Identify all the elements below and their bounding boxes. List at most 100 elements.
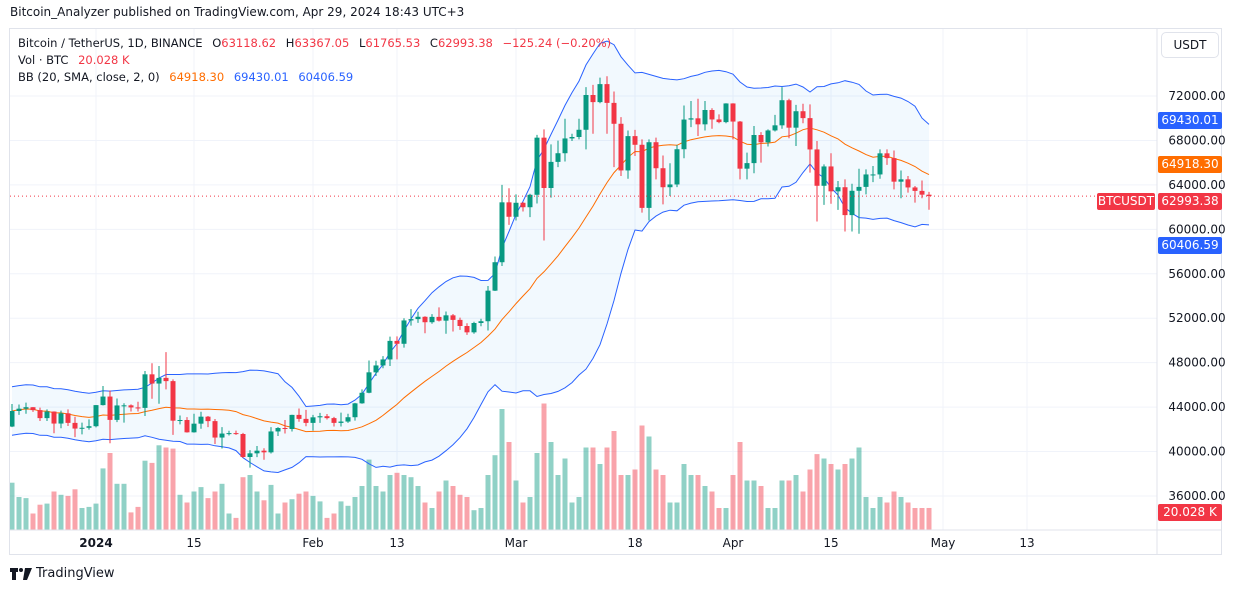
currency-button[interactable]: USDT bbox=[1161, 32, 1219, 58]
candle-body bbox=[387, 340, 393, 360]
volume-bar bbox=[527, 497, 533, 530]
volume-bar bbox=[345, 505, 351, 530]
volume-bar bbox=[37, 504, 43, 530]
candle-body bbox=[835, 187, 841, 192]
volume-bar bbox=[653, 469, 659, 530]
volume-bar bbox=[51, 491, 57, 530]
volume-bar bbox=[737, 442, 743, 530]
volume-bar bbox=[331, 513, 337, 530]
volume-bar bbox=[674, 502, 680, 530]
volume-bar bbox=[926, 507, 932, 530]
candle-body bbox=[177, 420, 183, 421]
bb-band-fill bbox=[12, 41, 929, 473]
candle-body bbox=[128, 405, 134, 408]
time-tick-label: Apr bbox=[723, 536, 744, 550]
time-tick-label: May bbox=[931, 536, 956, 550]
volume-bar bbox=[541, 403, 547, 530]
volume-bar bbox=[870, 508, 876, 530]
candle-body bbox=[121, 405, 127, 407]
volume-bar bbox=[597, 464, 603, 530]
volume-bar bbox=[450, 486, 456, 530]
bb-basis-price-label: 64918.30 bbox=[1158, 156, 1222, 173]
candle-body bbox=[37, 410, 43, 419]
candle-body bbox=[639, 144, 645, 208]
candle-body bbox=[807, 118, 813, 150]
volume-bar bbox=[149, 462, 155, 530]
volume-bar bbox=[492, 455, 498, 530]
candle-body bbox=[702, 110, 708, 125]
volume-bar bbox=[324, 517, 330, 530]
volume-bar bbox=[835, 469, 841, 530]
candle-body bbox=[401, 320, 407, 344]
candle-body bbox=[583, 95, 589, 130]
legend-bb-row: BB (20, SMA, close, 2, 0) 64918.30 69430… bbox=[18, 70, 359, 84]
candle-body bbox=[506, 202, 512, 217]
candle-body bbox=[65, 413, 71, 423]
candle-body bbox=[142, 374, 148, 408]
volume-bar bbox=[212, 491, 218, 530]
candle-body bbox=[310, 417, 316, 423]
candle-body bbox=[604, 84, 610, 103]
volume-value: 20.028 K bbox=[78, 53, 130, 67]
volume-bar bbox=[282, 502, 288, 530]
volume-bar bbox=[184, 502, 190, 530]
bb-basis-line bbox=[11, 127, 930, 433]
candle-body bbox=[569, 137, 575, 139]
volume-bar bbox=[135, 506, 141, 530]
candle-body bbox=[905, 179, 911, 188]
bb-lower-price-label: 60406.59 bbox=[1158, 237, 1222, 254]
candle-body bbox=[926, 194, 932, 197]
price-axis[interactable]: 72000.00 68000.00 64000.00 60000.00 56000.00… bbox=[1168, 89, 1225, 503]
time-tick-label: 15 bbox=[186, 536, 201, 550]
candle-body bbox=[219, 433, 225, 438]
time-tick-label: 13 bbox=[389, 536, 404, 550]
plot-pane bbox=[10, 40, 1157, 530]
candle-body bbox=[366, 372, 372, 393]
volume-bar bbox=[884, 502, 890, 530]
candle-body bbox=[86, 426, 92, 428]
candle-body bbox=[765, 130, 771, 143]
candle-body bbox=[429, 316, 435, 323]
volume-bar bbox=[758, 486, 764, 530]
time-tick-label: Mar bbox=[505, 536, 528, 550]
candle-body bbox=[492, 262, 498, 291]
volume-label[interactable]: Vol · BTC bbox=[18, 53, 69, 67]
candle-body bbox=[772, 125, 778, 131]
time-axis[interactable]: 2024 15 Feb 13 Mar 18 Apr 15 May 13 bbox=[79, 536, 1034, 550]
symbol-name[interactable]: Bitcoin / TetherUS, 1D, BINANCE bbox=[18, 36, 203, 50]
candle-body bbox=[884, 153, 890, 159]
candle-body bbox=[100, 396, 106, 406]
volume-bar bbox=[821, 458, 827, 530]
volume-bar bbox=[793, 475, 799, 530]
bb-label[interactable]: BB (20, SMA, close, 2, 0) bbox=[18, 70, 160, 84]
tradingview-logo[interactable]: TradingView bbox=[10, 566, 115, 581]
volume-bar bbox=[632, 469, 638, 530]
volume-bar bbox=[198, 487, 204, 530]
volume-bar bbox=[233, 517, 239, 530]
volume-bar bbox=[520, 502, 526, 530]
price-tick-label: 72000.00 bbox=[1168, 89, 1225, 103]
candle-body bbox=[184, 420, 190, 433]
candle-body bbox=[751, 135, 757, 164]
candle-body bbox=[394, 340, 400, 344]
candle-body bbox=[912, 187, 918, 191]
volume-bar bbox=[205, 498, 211, 530]
volume-bar bbox=[681, 464, 687, 530]
volume-bar bbox=[604, 447, 610, 530]
candle-body bbox=[688, 118, 694, 120]
price-tick-label: 44000.00 bbox=[1168, 400, 1225, 414]
candle-body bbox=[198, 416, 204, 424]
price-tick-label: 64000.00 bbox=[1168, 178, 1225, 192]
candle-body bbox=[240, 434, 246, 457]
volume-bar bbox=[513, 480, 519, 530]
volume-bar bbox=[23, 498, 29, 530]
candle-body bbox=[471, 323, 477, 333]
volume-bar bbox=[107, 453, 113, 530]
candle-body bbox=[107, 396, 113, 420]
candle-body bbox=[212, 421, 218, 438]
volume-bar bbox=[583, 447, 589, 530]
candle-body bbox=[618, 123, 624, 171]
close-value: 62993.38 bbox=[437, 36, 493, 50]
candle-body bbox=[331, 418, 337, 423]
